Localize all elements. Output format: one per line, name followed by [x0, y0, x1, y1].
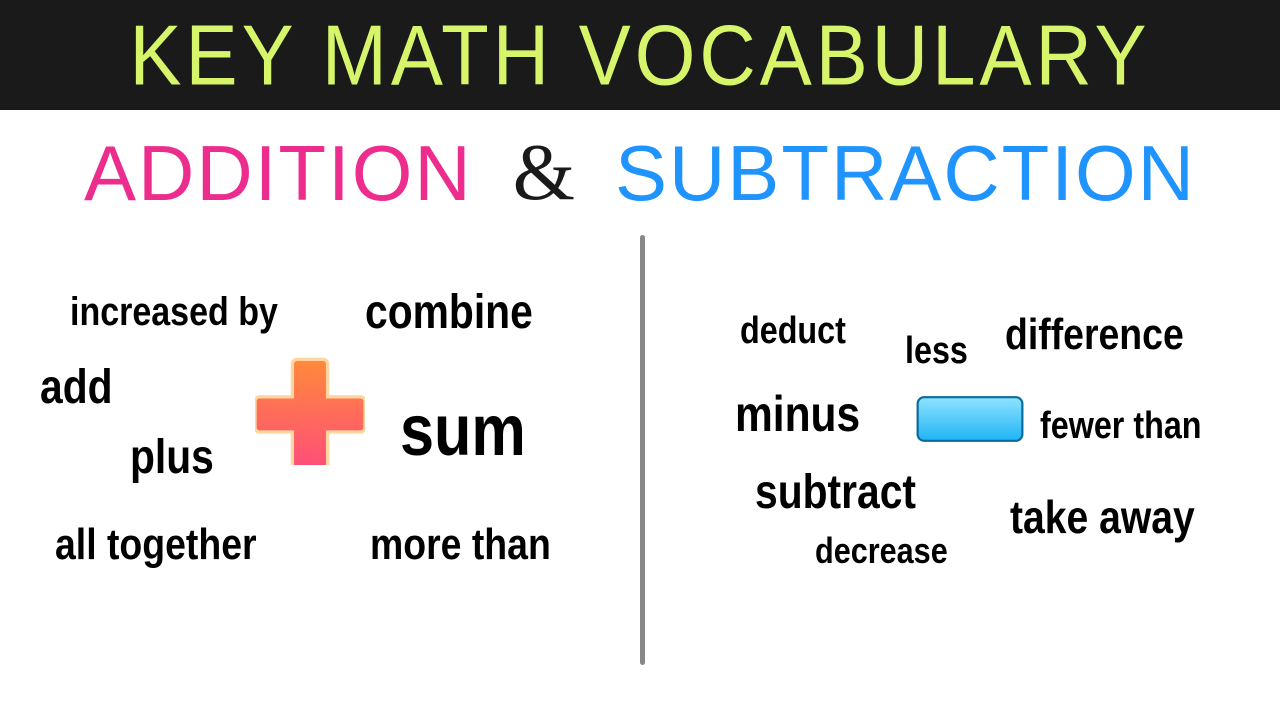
- word-subtract: subtract: [755, 465, 916, 520]
- plus-icon: [255, 355, 365, 465]
- word-plus: plus: [130, 430, 214, 485]
- word-difference: difference: [1005, 310, 1184, 360]
- word-minus: minus: [735, 385, 860, 443]
- addition-heading: ADDITION: [84, 128, 473, 219]
- page-title: KEY MATH VOCABULARY: [130, 5, 1151, 105]
- vertical-divider: [640, 235, 645, 665]
- word-more-than: more than: [370, 520, 551, 570]
- ampersand: &: [513, 128, 575, 219]
- subtitle-row: ADDITION & SUBTRACTION: [0, 128, 1280, 219]
- word-increased-by: increased by: [70, 290, 278, 335]
- word-sum: sum: [400, 390, 526, 472]
- word-deduct: deduct: [740, 310, 846, 353]
- word-add: add: [40, 360, 113, 415]
- word-combine: combine: [365, 285, 533, 340]
- title-bar: KEY MATH VOCABULARY: [0, 0, 1280, 110]
- word-take-away: take away: [1010, 490, 1195, 544]
- minus-icon: [915, 395, 1025, 443]
- word-all-together: all together: [55, 520, 257, 570]
- word-decrease: decrease: [815, 530, 948, 572]
- word-less: less: [905, 330, 968, 373]
- subtraction-heading: SUBTRACTION: [615, 128, 1196, 219]
- word-fewer-than: fewer than: [1040, 405, 1202, 448]
